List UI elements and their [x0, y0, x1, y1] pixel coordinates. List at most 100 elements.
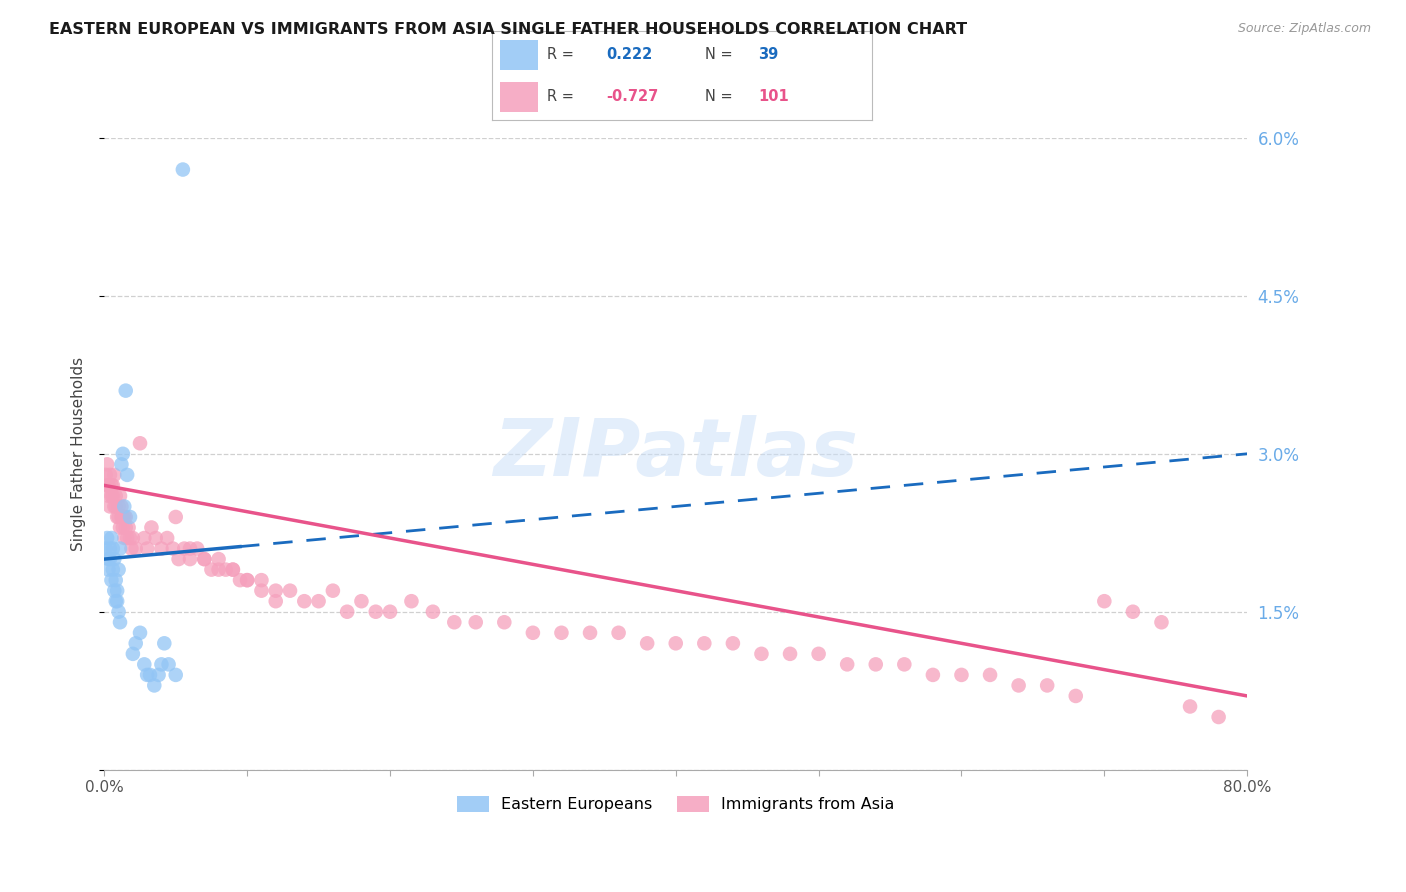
Point: [108, 615, 131, 630]
Point: [120, 541, 142, 556]
Point: [250, 573, 273, 587]
Point: [236, 573, 259, 587]
Point: [865, 657, 887, 672]
Point: [134, 531, 156, 545]
Point: [1064, 689, 1087, 703]
Point: [579, 625, 602, 640]
Point: [979, 668, 1001, 682]
Point: [229, 573, 252, 587]
Point: [143, 678, 166, 692]
Point: [108, 541, 131, 556]
Point: [100, 531, 122, 545]
Text: 0.222: 0.222: [606, 47, 652, 62]
Point: [292, 594, 315, 608]
Point: [118, 510, 141, 524]
Point: [145, 531, 167, 545]
Point: [350, 594, 373, 608]
Point: [103, 467, 125, 482]
Point: [97, 489, 120, 503]
Point: [153, 636, 176, 650]
Point: [114, 384, 136, 398]
Point: [378, 605, 401, 619]
Point: [150, 657, 173, 672]
Point: [100, 478, 122, 492]
Point: [193, 552, 215, 566]
Point: [665, 636, 688, 650]
Point: [136, 668, 159, 682]
Point: [107, 563, 129, 577]
Point: [1122, 605, 1144, 619]
Point: [250, 583, 273, 598]
Point: [172, 162, 194, 177]
Point: [134, 657, 156, 672]
Point: [94, 541, 117, 556]
Point: [98, 500, 121, 514]
Point: [100, 573, 122, 587]
Point: [114, 510, 136, 524]
Point: [98, 541, 121, 556]
Point: [103, 583, 125, 598]
Point: [104, 500, 127, 514]
Point: [118, 531, 141, 545]
Legend: Eastern Europeans, Immigrants from Asia: Eastern Europeans, Immigrants from Asia: [450, 789, 901, 819]
Point: [101, 478, 124, 492]
Point: [167, 552, 190, 566]
Point: [96, 478, 118, 492]
Point: [322, 583, 344, 598]
Point: [125, 636, 148, 650]
Point: [98, 552, 121, 566]
Point: [215, 563, 238, 577]
Point: [103, 552, 125, 566]
Text: N =: N =: [704, 89, 733, 104]
Point: [122, 531, 145, 545]
Point: [105, 594, 128, 608]
Point: [807, 647, 830, 661]
Text: ZIPatlas: ZIPatlas: [494, 415, 858, 492]
Point: [107, 605, 129, 619]
Point: [364, 605, 387, 619]
Point: [110, 458, 132, 472]
Point: [200, 563, 222, 577]
Point: [97, 478, 120, 492]
Point: [122, 647, 145, 661]
Point: [97, 563, 120, 577]
Point: [264, 583, 287, 598]
Point: [96, 458, 118, 472]
Point: [922, 668, 945, 682]
Point: [141, 520, 163, 534]
Point: [550, 625, 572, 640]
Point: [148, 668, 170, 682]
Point: [104, 489, 127, 503]
Point: [111, 447, 134, 461]
Text: N =: N =: [704, 47, 733, 62]
Point: [110, 510, 132, 524]
Point: [165, 510, 187, 524]
Bar: [499, 82, 537, 112]
Point: [751, 647, 773, 661]
Point: [721, 636, 744, 650]
Point: [1092, 594, 1115, 608]
Point: [443, 615, 465, 630]
Point: [150, 541, 173, 556]
Point: [179, 552, 201, 566]
Point: [494, 615, 516, 630]
Point: [186, 541, 208, 556]
Point: [950, 668, 973, 682]
Point: [837, 657, 859, 672]
Point: [1036, 678, 1059, 692]
Point: [893, 657, 915, 672]
Point: [117, 520, 139, 534]
Point: [607, 625, 630, 640]
Text: EASTERN EUROPEAN VS IMMIGRANTS FROM ASIA SINGLE FATHER HOUSEHOLDS CORRELATION CH: EASTERN EUROPEAN VS IMMIGRANTS FROM ASIA…: [49, 22, 967, 37]
Point: [401, 594, 423, 608]
Point: [162, 541, 184, 556]
Point: [104, 573, 127, 587]
Text: Source: ZipAtlas.com: Source: ZipAtlas.com: [1237, 22, 1371, 36]
Point: [136, 541, 159, 556]
Point: [101, 563, 124, 577]
Point: [112, 500, 135, 514]
Text: 101: 101: [758, 89, 789, 104]
Point: [97, 552, 120, 566]
Point: [103, 500, 125, 514]
Point: [112, 510, 135, 524]
